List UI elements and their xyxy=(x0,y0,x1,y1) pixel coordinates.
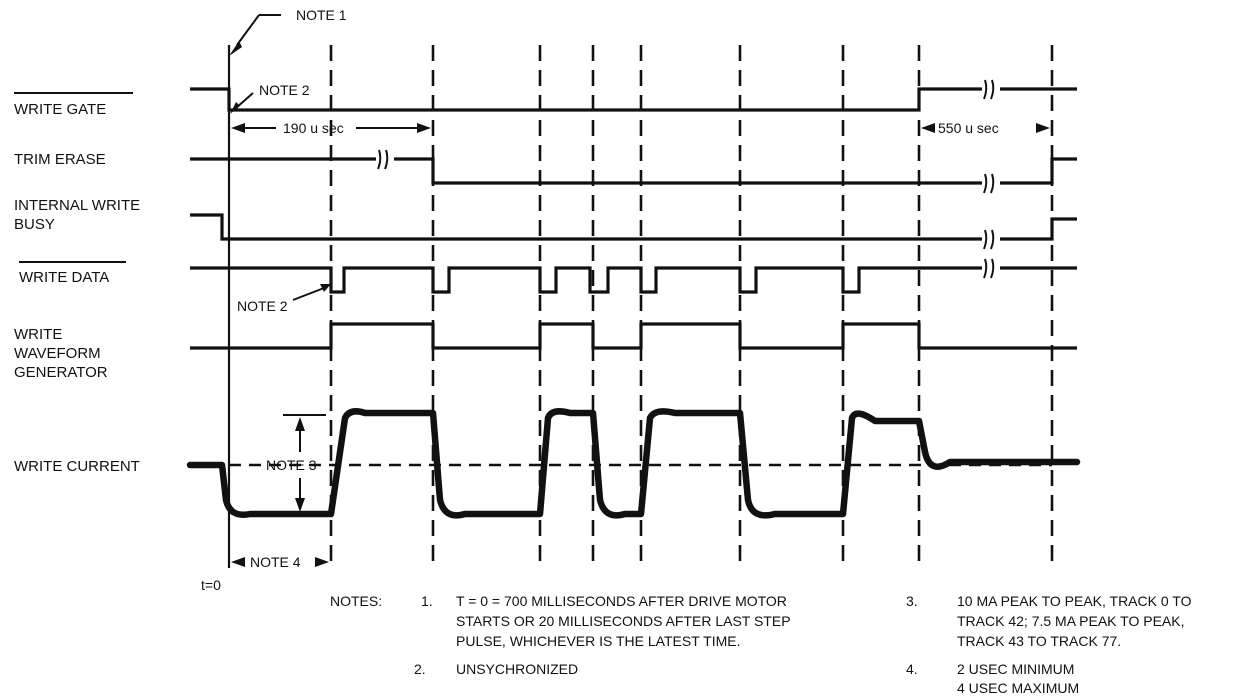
trim-erase-waveform xyxy=(190,149,1077,194)
note-item-1-line: T = 0 = 700 MILLISECONDS AFTER DRIVE MOT… xyxy=(456,593,787,609)
label-write-current: WRITE CURRENT xyxy=(14,458,140,475)
note2-top-label: NOTE 2 xyxy=(259,82,310,98)
interval-550-label: 550 u sec xyxy=(938,120,999,136)
t0-label: t=0 xyxy=(201,577,221,593)
note-item-2-line: UNSYCHRONIZED xyxy=(456,661,578,677)
write-gate-waveform xyxy=(190,79,1077,112)
note-item-4-line: 4 USEC MAXIMUM xyxy=(957,680,1079,696)
signal-labels: WRITE GATE TRIM ERASE INTERNAL WRITE BUS… xyxy=(14,92,140,475)
label-internal-write-busy-line1: INTERNAL WRITE xyxy=(14,197,140,214)
label-write-waveform-line1: WRITE xyxy=(14,326,62,343)
label-write-gate: WRITE GATE xyxy=(14,101,106,118)
write-waveform-generator-waveform xyxy=(190,322,1077,350)
note3-label: NOTE 3 xyxy=(266,457,317,473)
note-item-3-number: 3. xyxy=(906,593,918,609)
label-write-data: WRITE DATA xyxy=(19,269,109,286)
note4-label: NOTE 4 xyxy=(250,554,301,570)
label-write-waveform-line3: GENERATOR xyxy=(14,364,108,381)
interval-550-usec: 550 u sec xyxy=(921,120,1050,136)
label-write-waveform-line2: WAVEFORM xyxy=(14,345,101,362)
note4-annotation: NOTE 4 xyxy=(231,554,329,570)
notes-section: NOTES: 1. T = 0 = 700 MILLISECONDS AFTER… xyxy=(330,593,1192,696)
write-data-waveform xyxy=(190,258,1077,294)
note-item-3-line: TRACK 43 TO TRACK 77. xyxy=(957,633,1121,649)
interval-190-usec: 190 u sec xyxy=(231,120,431,136)
note-item-3-line: 10 MA PEAK TO PEAK, TRACK 0 TO xyxy=(957,593,1192,609)
label-internal-write-busy-line2: BUSY xyxy=(14,216,55,233)
note2-data-label: NOTE 2 xyxy=(237,298,288,314)
note-item-1-number: 1. xyxy=(421,593,433,609)
note3-annotation: NOTE 3 xyxy=(266,414,326,515)
note-item-3-line: TRACK 42; 7.5 MA PEAK TO PEAK, xyxy=(957,613,1184,629)
note2-top-annotation: NOTE 2 xyxy=(230,82,310,114)
interval-190-label: 190 u sec xyxy=(283,120,344,136)
internal-write-busy-waveform xyxy=(190,213,1077,250)
label-trim-erase: TRIM ERASE xyxy=(14,151,106,168)
note-item-4-line: 2 USEC MINIMUM xyxy=(957,661,1074,677)
write-current-waveform xyxy=(186,408,1081,519)
note1-label: NOTE 1 xyxy=(296,7,347,23)
notes-heading: NOTES: xyxy=(330,593,382,609)
note-item-1-line: PULSE, WHICHEVER IS THE LATEST TIME. xyxy=(456,633,740,649)
note1-annotation: NOTE 1 xyxy=(229,7,347,56)
note2-data-annotation: NOTE 2 xyxy=(237,284,331,314)
note-item-4-number: 4. xyxy=(906,661,918,677)
note-item-1-line: STARTS OR 20 MILLISECONDS AFTER LAST STE… xyxy=(456,613,791,629)
note-item-2-number: 2. xyxy=(414,661,426,677)
